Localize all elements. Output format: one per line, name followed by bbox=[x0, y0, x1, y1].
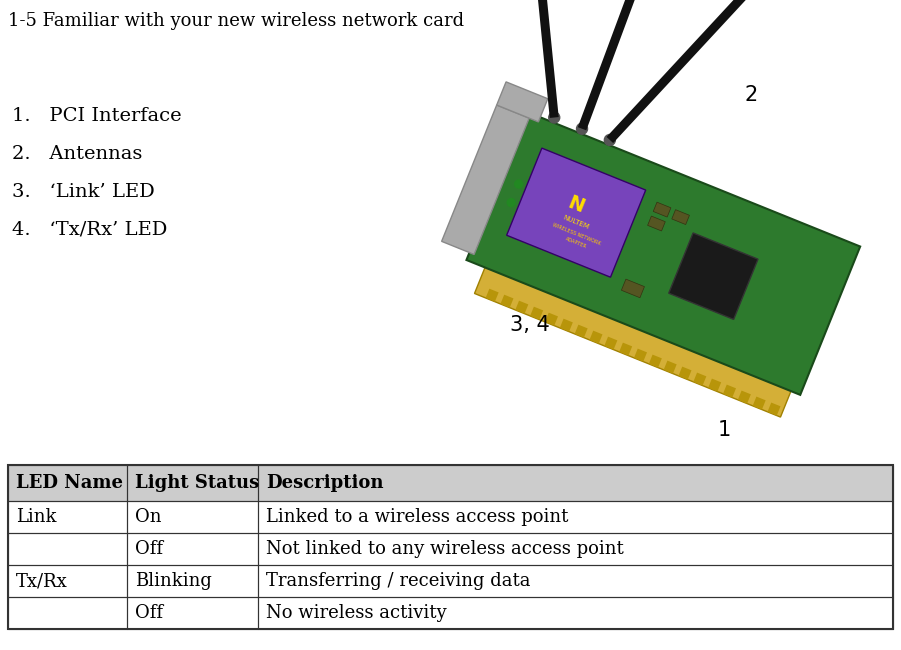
Polygon shape bbox=[606, 0, 798, 143]
Bar bbox=[8, 565, 893, 597]
Circle shape bbox=[549, 112, 560, 123]
Polygon shape bbox=[708, 378, 721, 391]
Polygon shape bbox=[575, 324, 587, 337]
Circle shape bbox=[507, 199, 515, 207]
Polygon shape bbox=[648, 216, 665, 231]
Text: ADAPTER: ADAPTER bbox=[565, 236, 587, 249]
Text: 3.   ‘Link’ LED: 3. ‘Link’ LED bbox=[12, 183, 155, 201]
Bar bbox=[8, 501, 893, 533]
Polygon shape bbox=[653, 202, 671, 217]
Text: 1: 1 bbox=[718, 420, 732, 440]
Text: NULTEM: NULTEM bbox=[562, 214, 590, 231]
Bar bbox=[259, 597, 893, 629]
Polygon shape bbox=[752, 396, 766, 410]
Text: Light Status: Light Status bbox=[135, 474, 259, 492]
Polygon shape bbox=[619, 343, 633, 356]
Polygon shape bbox=[467, 112, 860, 395]
Bar bbox=[259, 465, 893, 501]
Bar bbox=[127, 533, 259, 565]
Polygon shape bbox=[649, 355, 662, 368]
Text: Description: Description bbox=[267, 474, 384, 492]
Polygon shape bbox=[605, 337, 617, 350]
Text: 1.   PCI Interface: 1. PCI Interface bbox=[12, 107, 182, 125]
Polygon shape bbox=[496, 82, 548, 122]
Bar bbox=[8, 533, 127, 565]
Text: Tx/Rx: Tx/Rx bbox=[16, 572, 68, 590]
Polygon shape bbox=[672, 210, 689, 224]
Polygon shape bbox=[515, 301, 528, 314]
Polygon shape bbox=[500, 294, 514, 307]
Bar bbox=[127, 465, 259, 501]
Text: 1-5 Familiar with your new wireless network card: 1-5 Familiar with your new wireless netw… bbox=[8, 12, 464, 30]
Polygon shape bbox=[441, 105, 529, 254]
Polygon shape bbox=[545, 313, 558, 326]
Polygon shape bbox=[634, 348, 647, 361]
Text: 3, 4: 3, 4 bbox=[510, 315, 550, 335]
Bar bbox=[127, 501, 259, 533]
Circle shape bbox=[577, 124, 587, 135]
Text: Not linked to any wireless access point: Not linked to any wireless access point bbox=[267, 540, 624, 558]
Text: 4.   ‘Tx/Rx’ LED: 4. ‘Tx/Rx’ LED bbox=[12, 221, 168, 239]
Text: Link: Link bbox=[16, 508, 57, 526]
Polygon shape bbox=[524, 0, 559, 118]
Bar bbox=[8, 597, 893, 629]
Bar bbox=[8, 465, 127, 501]
Text: Linked to a wireless access point: Linked to a wireless access point bbox=[267, 508, 569, 526]
Polygon shape bbox=[486, 289, 498, 302]
Text: Off: Off bbox=[135, 604, 163, 622]
Text: Blinking: Blinking bbox=[135, 572, 213, 590]
Text: LED Name: LED Name bbox=[16, 474, 123, 492]
Text: Off: Off bbox=[135, 540, 163, 558]
Bar bbox=[259, 533, 893, 565]
Bar bbox=[8, 501, 127, 533]
Polygon shape bbox=[530, 307, 543, 320]
Bar bbox=[8, 597, 127, 629]
Polygon shape bbox=[738, 391, 751, 404]
Polygon shape bbox=[669, 233, 758, 319]
Bar bbox=[259, 501, 893, 533]
Text: On: On bbox=[135, 508, 162, 526]
Bar bbox=[8, 565, 127, 597]
Polygon shape bbox=[768, 402, 780, 415]
Polygon shape bbox=[578, 0, 686, 130]
Polygon shape bbox=[560, 318, 573, 332]
Bar bbox=[127, 597, 259, 629]
Bar bbox=[8, 465, 893, 501]
Bar bbox=[127, 565, 259, 597]
Text: No wireless activity: No wireless activity bbox=[267, 604, 447, 622]
Circle shape bbox=[514, 180, 523, 188]
Polygon shape bbox=[693, 372, 706, 385]
Bar bbox=[8, 465, 893, 629]
Text: 2: 2 bbox=[745, 85, 759, 105]
Polygon shape bbox=[678, 367, 691, 380]
Text: 2.   Antennas: 2. Antennas bbox=[12, 145, 142, 163]
Text: N: N bbox=[565, 193, 587, 216]
Bar bbox=[259, 565, 893, 597]
Polygon shape bbox=[475, 266, 792, 417]
Polygon shape bbox=[664, 361, 677, 374]
Polygon shape bbox=[622, 279, 644, 298]
Circle shape bbox=[605, 135, 615, 146]
Text: WIRELESS NETWORK: WIRELESS NETWORK bbox=[551, 223, 601, 246]
Polygon shape bbox=[723, 385, 736, 398]
Text: Transferring / receiving data: Transferring / receiving data bbox=[267, 572, 531, 590]
Polygon shape bbox=[589, 331, 603, 344]
Bar bbox=[8, 533, 893, 565]
Polygon shape bbox=[506, 148, 646, 277]
